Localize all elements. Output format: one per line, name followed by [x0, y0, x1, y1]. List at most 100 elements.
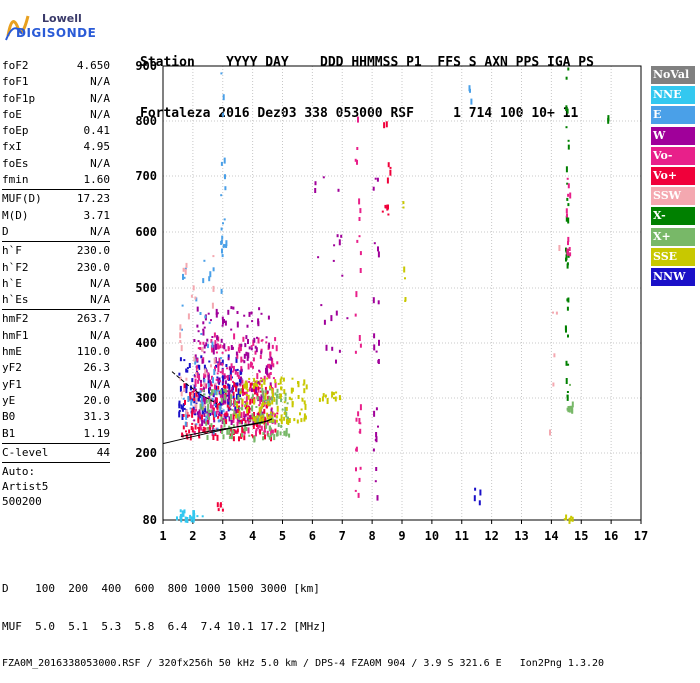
echo-point	[266, 415, 269, 420]
legend-item: X-	[651, 207, 695, 226]
echo-point	[222, 377, 225, 382]
echo-point	[209, 379, 212, 386]
echo-point	[252, 365, 254, 369]
echo-point	[404, 297, 407, 301]
echo-point	[193, 409, 196, 414]
echo-point	[193, 512, 196, 519]
echo-point	[185, 413, 188, 420]
echo-point	[279, 431, 282, 436]
echo-point	[318, 397, 321, 402]
echo-point	[203, 398, 206, 405]
param-name: D	[2, 224, 9, 238]
echo-point	[181, 510, 184, 517]
echo-point	[191, 411, 194, 418]
echo-point	[215, 351, 218, 354]
echo-point	[241, 379, 244, 384]
echo-point	[245, 427, 248, 431]
echo-point	[355, 448, 358, 452]
echo-point	[256, 384, 259, 387]
echo-point	[241, 426, 244, 433]
echo-point	[567, 408, 570, 413]
echo-point	[257, 337, 260, 344]
echo-point	[240, 368, 243, 372]
echo-point	[246, 324, 249, 328]
echo-point	[206, 435, 209, 440]
ionogram-chart: 1 2 3 4 5 6 7 8 9 10 11 12 13 14 15 16 17802003004005006…	[135, 59, 648, 543]
param-row: h`Es N/A	[2, 292, 110, 308]
param-row: foE N/A	[2, 107, 110, 123]
echo-point	[244, 403, 247, 406]
echo-point	[241, 407, 243, 411]
echo-point	[252, 419, 255, 426]
param-value: 230.0	[76, 260, 110, 274]
echo-point	[374, 439, 377, 441]
echo-point	[231, 408, 234, 411]
echo-point	[211, 341, 214, 348]
echo-point	[565, 208, 568, 214]
echo-point	[203, 404, 206, 409]
echo-point	[182, 414, 185, 417]
echo-point	[249, 383, 252, 388]
echo-point	[221, 381, 224, 386]
echo-point	[299, 412, 301, 416]
echo-point	[280, 386, 283, 391]
echo-point	[553, 353, 556, 358]
echo-point	[236, 402, 238, 407]
echo-point	[566, 394, 569, 401]
param-value: N/A	[90, 293, 110, 307]
echo-point	[233, 401, 236, 407]
echo-point	[232, 413, 235, 420]
echo-point	[220, 416, 223, 421]
echo-point	[282, 377, 285, 382]
echo-point	[230, 420, 233, 425]
echo-point	[186, 367, 189, 370]
param-name: hmE	[2, 345, 22, 359]
echo-point	[197, 417, 200, 424]
echo-point	[215, 378, 218, 381]
echo-point	[236, 311, 239, 314]
echo-point	[201, 358, 204, 364]
echo-point	[264, 430, 266, 433]
echo-point	[372, 297, 375, 304]
y-tick-label: 80	[143, 513, 157, 527]
echo-point	[210, 319, 212, 322]
legend-item: NNE	[651, 86, 695, 105]
echo-point	[193, 517, 195, 521]
echo-point	[222, 419, 225, 424]
echo-point	[212, 425, 215, 431]
echo-point	[552, 311, 554, 314]
autoscale-line: Auto:	[2, 465, 36, 479]
echo-point	[565, 514, 568, 521]
echo-point	[200, 428, 203, 431]
echo-point	[203, 418, 206, 424]
echo-point	[194, 423, 197, 430]
echo-point	[377, 246, 379, 252]
echo-point	[184, 516, 187, 523]
echo-point	[183, 509, 186, 514]
echo-point	[214, 433, 217, 437]
echo-point	[216, 410, 219, 413]
echo-point	[251, 398, 254, 404]
echo-point	[238, 407, 241, 410]
x-tick-label: 1	[159, 529, 166, 543]
echo-point	[566, 108, 569, 114]
param-row: h`F2 230.0	[2, 260, 110, 276]
echo-point	[334, 396, 337, 402]
echo-point	[232, 430, 235, 434]
echo-point	[263, 375, 266, 382]
echo-point	[198, 436, 201, 439]
echo-point	[236, 353, 239, 359]
echo-point	[235, 385, 238, 392]
x-tick-label: 15	[574, 529, 588, 543]
echo-point	[283, 430, 286, 436]
legend-item: NoVal	[651, 66, 695, 84]
echo-point	[229, 400, 232, 406]
echo-point	[229, 369, 232, 376]
echo-point	[268, 342, 271, 349]
echo-point	[226, 375, 229, 380]
echo-point	[569, 517, 572, 522]
echo-point	[266, 412, 269, 417]
echo-point	[224, 388, 227, 393]
echo-point	[255, 406, 258, 408]
echo-point	[274, 379, 277, 384]
